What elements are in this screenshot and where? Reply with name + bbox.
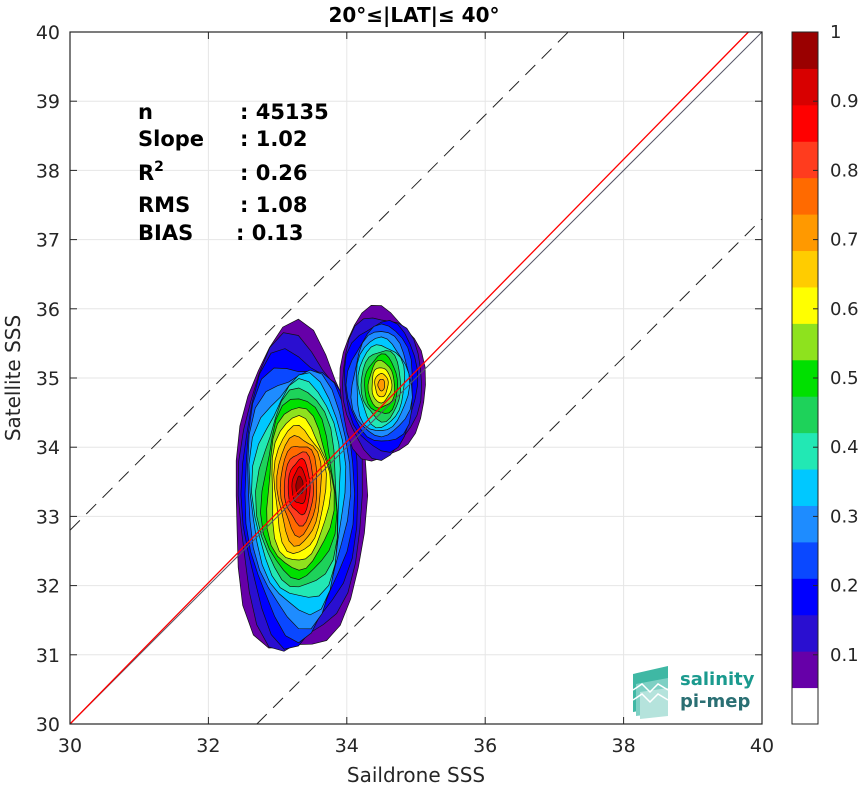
y-tick-label: 34 [36,437,60,459]
colorbar: 0.1 0.2 0.3 0.4 0.5 0.6 0.7 0.8 0.9 1 [791,22,858,725]
stat-label: n [138,100,153,124]
x-tick-label: 40 [750,735,774,757]
regression-fit-line [69,31,749,725]
y-tick-label: 33 [36,506,60,528]
logo-text-pi-mep: pi-mep [680,691,750,712]
colorbar-segment [792,432,818,470]
stat-label: Slope [138,127,204,151]
x-tick-label: 32 [196,735,220,757]
y-tick-label: 30 [36,714,60,736]
colorbar-segment [792,396,818,434]
stat-value: : 0.26 [240,161,308,185]
dashed-bound-line [256,218,763,725]
salinity-pi-mep-logo: salinity pi-mep [632,666,755,719]
stat-value: : 0.13 [236,221,304,245]
stat-value: : 45135 [240,100,329,124]
stat-label: BIAS [138,221,193,245]
y-tick-label: 39 [36,91,60,113]
colorbar-tick-label: 0.5 [830,368,858,389]
y-tick-label: 37 [36,230,60,252]
colorbar-segment [792,469,818,506]
statistics-box: n : 45135 Slope : 1.02 R2 : 0.26 RMS : 1.08 BIAS… [138,100,329,245]
colorbar-segment [792,505,818,543]
colorbar-segment [792,68,818,106]
colorbar-segment [792,141,818,179]
x-tick-label: 36 [473,735,497,757]
colorbar-segment [792,323,818,361]
colorbar-tick-label: 0.8 [830,160,858,181]
colorbar-segment [792,578,818,616]
colorbar-tick-label: 0.2 [830,576,858,597]
y-tick-label: 35 [36,368,60,390]
colorbar-tick-label: 0.6 [830,299,858,320]
colorbar-segment [792,541,818,579]
colorbar-segment [792,614,818,652]
colorbar-tick-label: 1 [830,22,841,43]
colorbar-tick-label: 0.4 [830,437,858,458]
stat-value: : 1.02 [240,127,308,151]
chart-title: 20°≤|LAT|≤ 40° [328,3,499,27]
colorbar-tick-label: 0.1 [830,645,858,666]
dashed-bound-line [69,31,569,531]
logo-text-salinity: salinity [680,669,755,690]
y-tick-label: 32 [36,576,60,598]
contour-level-primary [295,475,304,495]
x-axis-ticks: 30 32 34 36 38 40 [58,32,774,757]
x-tick-label: 38 [612,735,636,757]
stat-label: R2 [138,159,164,185]
y-tick-label: 38 [36,160,60,182]
colorbar-segment [792,687,818,725]
contour-level-secondary [377,378,385,392]
colorbar-segment [792,104,818,142]
colorbar-segment [792,214,818,252]
colorbar-tick-label: 0.3 [830,506,858,527]
x-axis-label: Saildrone SSS [347,763,485,786]
y-axis-label: Satellite SSS [1,315,25,441]
stat-label: RMS [138,193,190,217]
one-to-one-line [69,31,763,725]
colorbar-segment [792,651,818,689]
y-axis-ticks: 30 31 32 33 34 35 36 37 38 39 40 [36,22,762,736]
logo-graphic-icon [632,666,669,719]
colorbar-segment [792,32,818,69]
colorbar-segment [792,250,818,288]
x-tick-label: 34 [335,735,359,757]
colorbar-segment [792,177,818,215]
reference-lines [69,31,763,725]
colorbar-tick-label: 0.9 [830,91,858,112]
stat-value: : 1.08 [240,193,308,217]
y-tick-label: 40 [36,22,60,44]
x-tick-label: 30 [58,735,82,757]
colorbar-segment [792,286,818,324]
colorbar-tick-label: 0.7 [830,230,858,251]
density-contours [235,305,426,652]
y-tick-label: 36 [36,299,60,321]
y-tick-label: 31 [36,645,60,667]
